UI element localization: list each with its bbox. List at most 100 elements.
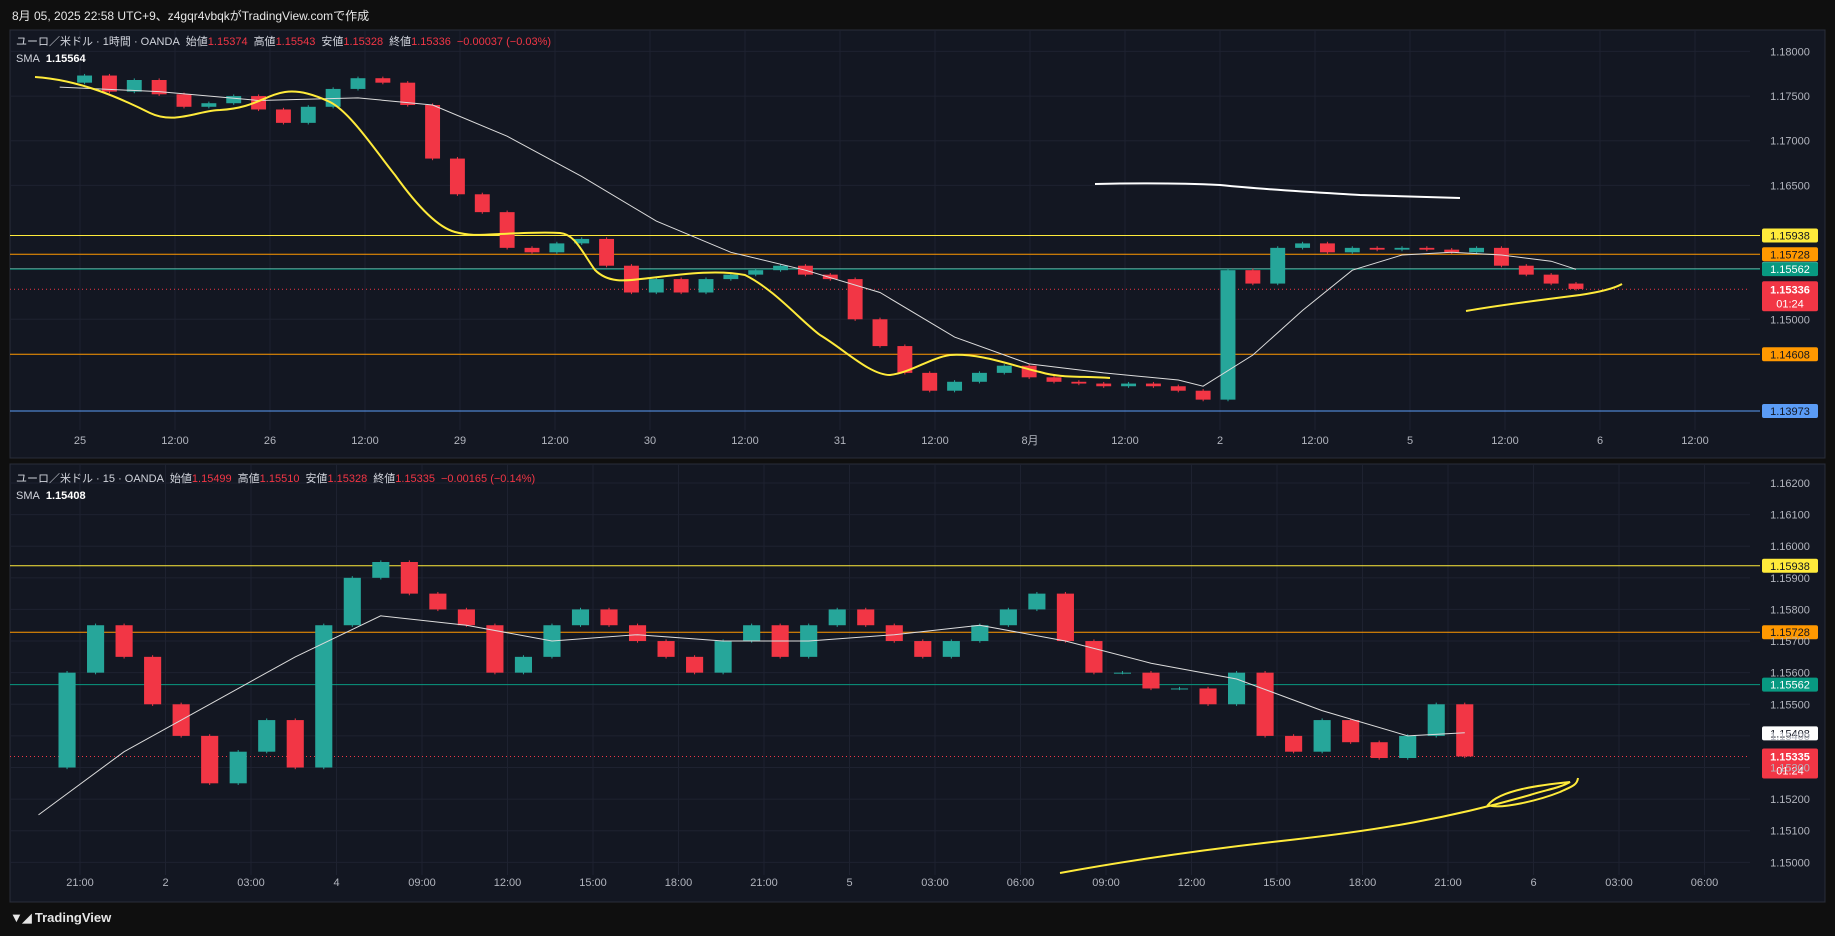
candle-body	[1071, 381, 1087, 384]
caption-text: 8月 05, 2025 22:58 UTC+9、z4gqr4vbqkがTradi…	[12, 9, 370, 23]
p2-high-label: 高値	[238, 471, 260, 485]
p2-change: −0.00165 (−0.14%)	[441, 473, 535, 485]
p2-low: 1.15328	[327, 473, 367, 485]
last-price-label: 1.15335	[1770, 751, 1810, 763]
x-tick-label: 12:00	[541, 435, 569, 447]
candle-body	[1113, 672, 1132, 674]
x-tick-label: 4	[333, 877, 339, 889]
candle-body	[1427, 704, 1445, 736]
tradingview-brand[interactable]: ▼◢ TradingView	[10, 910, 111, 926]
candle-body	[275, 109, 291, 123]
candle-body	[115, 625, 133, 657]
candle-body	[1028, 593, 1046, 610]
candle-body	[748, 270, 764, 275]
x-tick-label: 21:00	[750, 877, 778, 889]
panel-1-x-axis[interactable]: 25 12:00 26 12:00 29 12:00 30 12:00 31 12:00 8月 12:…	[74, 435, 1709, 447]
candle-body	[698, 279, 714, 293]
tradingview-logo-icon: ▼◢	[10, 910, 32, 925]
x-tick-label: 30	[644, 435, 656, 447]
countdown-label: 01:24	[1776, 298, 1804, 310]
panel-1-sma-line	[59, 86, 1577, 387]
x-tick-label: 31	[834, 435, 846, 447]
candle-body	[258, 720, 276, 752]
candle-body	[1419, 247, 1435, 250]
candle-body	[425, 105, 441, 159]
y-tick-label: 1.16500	[1770, 180, 1810, 192]
candle-body	[315, 625, 333, 768]
candle-body	[648, 279, 664, 293]
candle-body	[1319, 243, 1335, 253]
p2-close: 1.15335	[395, 473, 435, 485]
x-tick-label: 18:00	[1349, 877, 1377, 889]
price-tag	[1762, 347, 1818, 362]
drawing-yellow-stroke	[1465, 283, 1623, 312]
candle-body	[499, 212, 515, 248]
candle-body	[1170, 688, 1189, 690]
candle-body	[449, 158, 465, 195]
candle-body	[1456, 704, 1474, 757]
candle-body	[1399, 735, 1417, 759]
candle-body	[1370, 742, 1388, 759]
p1-change: −0.00037 (−0.03%)	[457, 36, 551, 48]
x-tick-label: 8月	[1021, 435, 1038, 447]
price-tag-label: 1.15562	[1770, 680, 1810, 692]
x-tick-label: 12:00	[1491, 435, 1519, 447]
drawing-yellow-arrow	[1059, 777, 1579, 874]
candle-body	[1394, 247, 1410, 250]
y-tick-label: 1.16200	[1770, 478, 1810, 490]
sma-price-tag	[1762, 726, 1818, 741]
p1-close-label: 終値	[389, 34, 411, 48]
x-tick-label: 06:00	[1007, 877, 1035, 889]
x-tick-label: 03:00	[921, 877, 949, 889]
y-tick-label: 1.18000	[1770, 46, 1810, 58]
candle-body	[58, 672, 76, 768]
candle-body	[922, 372, 938, 391]
panel-2-background	[9, 463, 1826, 903]
price-tag-label: 1.15938	[1770, 561, 1810, 573]
drawing-white-line	[1094, 182, 1461, 199]
candle-body	[942, 641, 960, 657]
countdown-label: 01:24	[1776, 765, 1804, 777]
x-tick-label: 03:00	[1605, 877, 1633, 889]
y-tick-label: 1.17000	[1770, 136, 1810, 148]
panel-1-y-axis[interactable]: 1.18000 1.17500 1.17000 1.16500 1.15000	[1770, 46, 1810, 326]
candle-body	[1568, 283, 1584, 289]
x-tick-label: 2	[162, 877, 168, 889]
candle-body	[77, 75, 93, 83]
p2-low-label: 安値	[305, 471, 327, 485]
y-tick-label: 1.16000	[1770, 541, 1810, 553]
drawing-yellow-curve	[34, 76, 1111, 379]
y-tick-label: 1.15100	[1770, 826, 1810, 838]
candle-body	[1096, 383, 1112, 387]
panel-2-x-axis[interactable]: 21:00 2 03:00 4 09:00 12:00 15:00 18:00 21:00 5 03…	[66, 877, 1718, 889]
x-tick-label: 15:00	[1263, 877, 1291, 889]
candle-body	[897, 346, 913, 373]
x-tick-label: 26	[264, 435, 276, 447]
candle-body	[372, 562, 390, 578]
x-tick-label: 03:00	[237, 877, 265, 889]
price-tag	[1762, 262, 1818, 277]
candle-body	[1469, 247, 1485, 253]
price-tag	[1762, 403, 1818, 418]
candle-body	[828, 609, 846, 626]
p2-symbol: ユーロ／米ドル · 15 · OANDA	[16, 472, 165, 485]
candle-body	[773, 265, 789, 271]
candle-body	[1199, 688, 1217, 705]
candle-body	[673, 279, 689, 293]
candle-body	[1295, 243, 1311, 248]
p2-sma-label: SMA	[16, 490, 41, 502]
y-tick-label: 1.15900	[1770, 573, 1810, 585]
x-tick-label: 09:00	[408, 877, 436, 889]
candle-body	[1046, 377, 1062, 382]
candle-body	[857, 609, 875, 626]
candle-body	[176, 94, 192, 107]
last-price-tag	[1762, 281, 1818, 312]
candle-body	[657, 641, 675, 657]
p1-open: 1.15374	[208, 36, 248, 48]
candle-body	[375, 78, 391, 83]
x-tick-label: 09:00	[1092, 877, 1120, 889]
panel-2-y-axis[interactable]: 1.16200 1.16100 1.16000 1.15900 1.15800 1.157…	[1770, 478, 1810, 869]
last-price-tag	[1762, 748, 1818, 779]
